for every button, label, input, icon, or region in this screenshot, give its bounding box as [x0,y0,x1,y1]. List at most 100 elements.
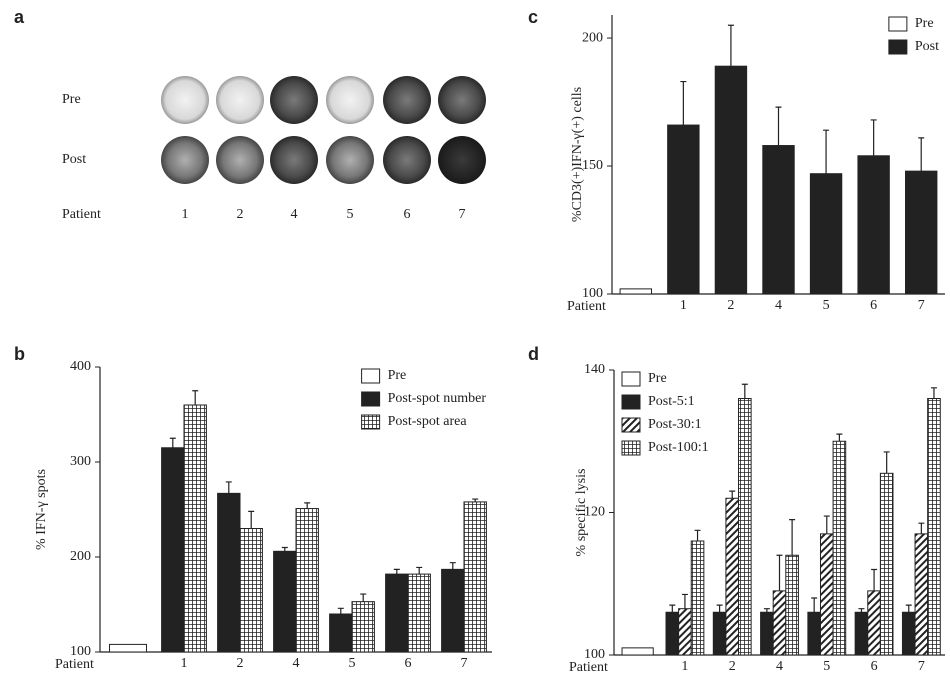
bar [464,502,486,652]
error-bar [931,388,937,399]
y-tick-label: 300 [70,454,91,469]
bar [240,529,262,653]
well [438,76,486,124]
x-tick-label: 1 [181,656,188,671]
legend-swatch [362,369,380,383]
error-bar [226,482,232,493]
bar [808,612,821,655]
x-tick-label: 1 [681,659,688,674]
y-axis-label: %CD3(+)IFN-γ(+) cells [570,87,585,222]
bar [902,612,915,655]
x-tick-label: 6 [870,298,877,313]
error-bar [695,530,701,541]
bar [833,441,846,655]
bar [296,509,318,652]
bar [442,569,464,652]
x-tick-label: 5 [823,298,830,313]
bar [620,289,651,294]
error-bar [871,570,877,591]
x-tick-label: 5 [349,656,356,671]
error-bar [918,138,924,171]
row-label: Pre [62,92,81,107]
x-tick-label: 2 [727,298,734,313]
well [383,136,431,184]
x-tick-label: 7 [918,298,925,313]
error-bar [871,120,877,156]
bar [274,551,296,652]
bar [880,473,893,655]
legend-label: Post-spot number [388,391,487,406]
bar [726,498,739,655]
error-bar [729,491,735,498]
error-bar [884,452,890,473]
x-axis-label: Patient [567,299,606,314]
bar [162,448,184,652]
error-bar [824,516,830,534]
y-axis-label: % IFN-γ spots [34,469,49,550]
legend-swatch [362,415,380,429]
figure: a Pre Post Patient 124567b100200300400% … [0,0,950,674]
bar [666,612,679,655]
legend-swatch [622,372,640,386]
error-bar [192,391,198,405]
legend-label: Post-100:1 [648,440,709,455]
well [161,76,209,124]
bar [715,66,746,294]
error-bar [282,548,288,552]
x-tick-label: 7 [461,656,468,671]
error-bar [777,555,783,591]
patient-label: 1 [182,207,189,222]
legend-swatch [889,17,907,31]
bar [110,644,147,652]
error-bar [789,520,795,556]
y-tick-label: 200 [582,30,603,45]
bar [868,591,881,655]
panel-label: c [528,7,538,27]
bar [810,174,841,294]
bar [858,156,889,294]
error-bar [776,107,782,145]
bar [622,648,653,655]
x-tick-label: 1 [680,298,687,313]
error-bar [669,605,675,612]
error-bar [918,523,924,534]
x-axis-label: Patient [55,657,94,672]
panel-label: a [14,7,25,27]
bar [679,609,692,655]
legend-swatch [622,395,640,409]
x-axis-label: Patient [569,660,608,674]
legend-swatch [622,441,640,455]
panel-label: d [528,344,539,364]
bar [761,612,774,655]
patient-label: 4 [291,207,298,222]
legend-swatch [362,392,380,406]
legend-label: Post [915,39,939,54]
legend-swatch [622,418,640,432]
legend-label: Post-5:1 [648,394,695,409]
bar [855,612,868,655]
legend-label: Pre [915,16,934,31]
well [161,136,209,184]
y-tick-label: 400 [70,359,91,374]
error-bar [394,569,400,574]
well [270,136,318,184]
x-tick-label: 7 [918,659,925,674]
row-label: Post [62,152,86,167]
error-bar [728,25,734,66]
patient-label: 6 [404,207,411,222]
error-bar [450,563,456,570]
legend-label: Post-spot area [388,414,468,429]
x-tick-label: 4 [775,298,782,313]
x-tick-label: 5 [823,659,830,674]
bar [184,405,206,652]
y-tick-label: 140 [584,362,605,377]
error-bar [680,82,686,126]
panel-label: b [14,344,25,364]
error-bar [360,594,366,602]
legend-swatch [889,40,907,54]
error-bar [823,130,829,174]
bar [739,399,752,656]
well [216,136,264,184]
bar [668,125,699,294]
error-bar [304,503,310,509]
